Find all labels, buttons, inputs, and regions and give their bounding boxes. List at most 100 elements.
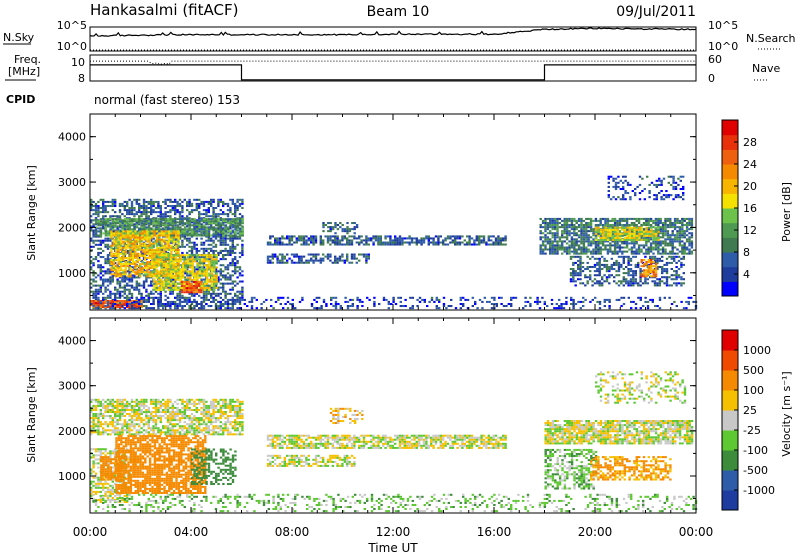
power-cell <box>234 270 237 273</box>
power-cell <box>135 230 139 233</box>
power-cell <box>179 254 182 257</box>
power-cell <box>241 254 244 257</box>
power-cell <box>222 213 225 216</box>
power-cell <box>219 274 222 277</box>
power-cell <box>621 240 624 243</box>
power-cell <box>160 268 163 271</box>
freq-panel-frame <box>89 54 697 82</box>
power-cell <box>160 272 163 275</box>
power-cell <box>581 282 585 285</box>
power-cell <box>432 239 435 242</box>
power-cell <box>128 296 131 299</box>
power-cell <box>193 224 196 227</box>
power-cell <box>162 266 165 269</box>
power-cell <box>197 285 201 288</box>
power-cell <box>126 278 129 281</box>
power-cell <box>118 284 122 287</box>
power-cell <box>92 264 95 267</box>
power-cell <box>329 255 332 258</box>
power-cell <box>153 288 156 291</box>
power-cell <box>217 235 220 238</box>
power-cell <box>655 232 658 235</box>
power-cell <box>238 298 242 301</box>
power-cell <box>114 198 117 201</box>
power-cell <box>177 286 180 289</box>
power-cell <box>604 248 607 251</box>
power-cell <box>97 284 100 287</box>
power-cell <box>129 230 132 233</box>
power-cell <box>99 234 103 237</box>
power-cell <box>379 243 382 246</box>
power-cell <box>191 264 194 267</box>
power-cell <box>196 264 199 267</box>
power-cell <box>110 254 113 257</box>
power-cell <box>191 234 194 237</box>
power-cell <box>572 255 575 258</box>
power-cell <box>551 234 554 237</box>
power-cell <box>671 248 674 251</box>
power-cell <box>611 237 615 240</box>
power-cell <box>217 200 220 203</box>
power-cell <box>174 288 178 291</box>
power-cell <box>99 251 102 254</box>
power-cell <box>427 235 430 238</box>
power-cell <box>269 261 272 264</box>
power-cell <box>92 300 95 303</box>
power-cell <box>212 249 215 252</box>
power-cell <box>181 215 184 218</box>
power-cell <box>99 264 102 267</box>
power-cell <box>152 245 155 248</box>
power-cell <box>193 254 197 257</box>
power-cell <box>676 226 679 229</box>
power-cell <box>577 236 581 239</box>
power-cell <box>463 239 466 242</box>
power-cell <box>611 219 614 222</box>
power-cell <box>587 244 590 247</box>
power-cell <box>647 240 650 243</box>
power-cell <box>234 303 237 306</box>
power-cell <box>202 247 206 250</box>
power-cell <box>128 284 131 287</box>
power-cell <box>633 217 636 220</box>
power-cell <box>119 232 123 235</box>
power-cell <box>219 282 222 285</box>
power-cell <box>131 230 134 233</box>
power-cell <box>618 224 622 227</box>
power-cell <box>186 220 189 223</box>
power-cell <box>326 239 330 242</box>
power-cell <box>234 218 237 221</box>
power-cell <box>565 219 569 222</box>
power-cell <box>358 237 361 240</box>
power-cell <box>568 252 571 255</box>
power-cell <box>153 284 156 287</box>
power-cell <box>158 240 161 243</box>
power-cell <box>188 222 192 225</box>
power-cell <box>119 236 123 239</box>
power-cell <box>609 242 612 245</box>
power-cell <box>577 274 580 277</box>
power-cell <box>128 209 131 212</box>
power-cell <box>278 261 282 264</box>
power-cell <box>92 290 95 293</box>
power-cell <box>346 255 349 258</box>
power-cell <box>502 243 505 246</box>
power-cell <box>638 237 641 240</box>
power-cell <box>587 248 590 251</box>
power-cell <box>170 250 173 253</box>
power-cell <box>635 234 639 237</box>
power-cell <box>281 241 284 244</box>
power-cell <box>111 215 114 218</box>
power-cell <box>97 254 100 257</box>
power-cell <box>138 228 141 231</box>
power-cell <box>145 205 148 208</box>
power-cell <box>647 252 650 255</box>
power-cell <box>117 236 120 239</box>
power-cell <box>541 219 545 222</box>
power-cell <box>568 217 571 220</box>
power-cell <box>195 247 198 250</box>
power-cell <box>205 235 208 238</box>
power-cell <box>324 255 327 258</box>
power-cell <box>565 234 569 237</box>
power-cell <box>266 257 270 260</box>
power-cell <box>239 218 242 221</box>
